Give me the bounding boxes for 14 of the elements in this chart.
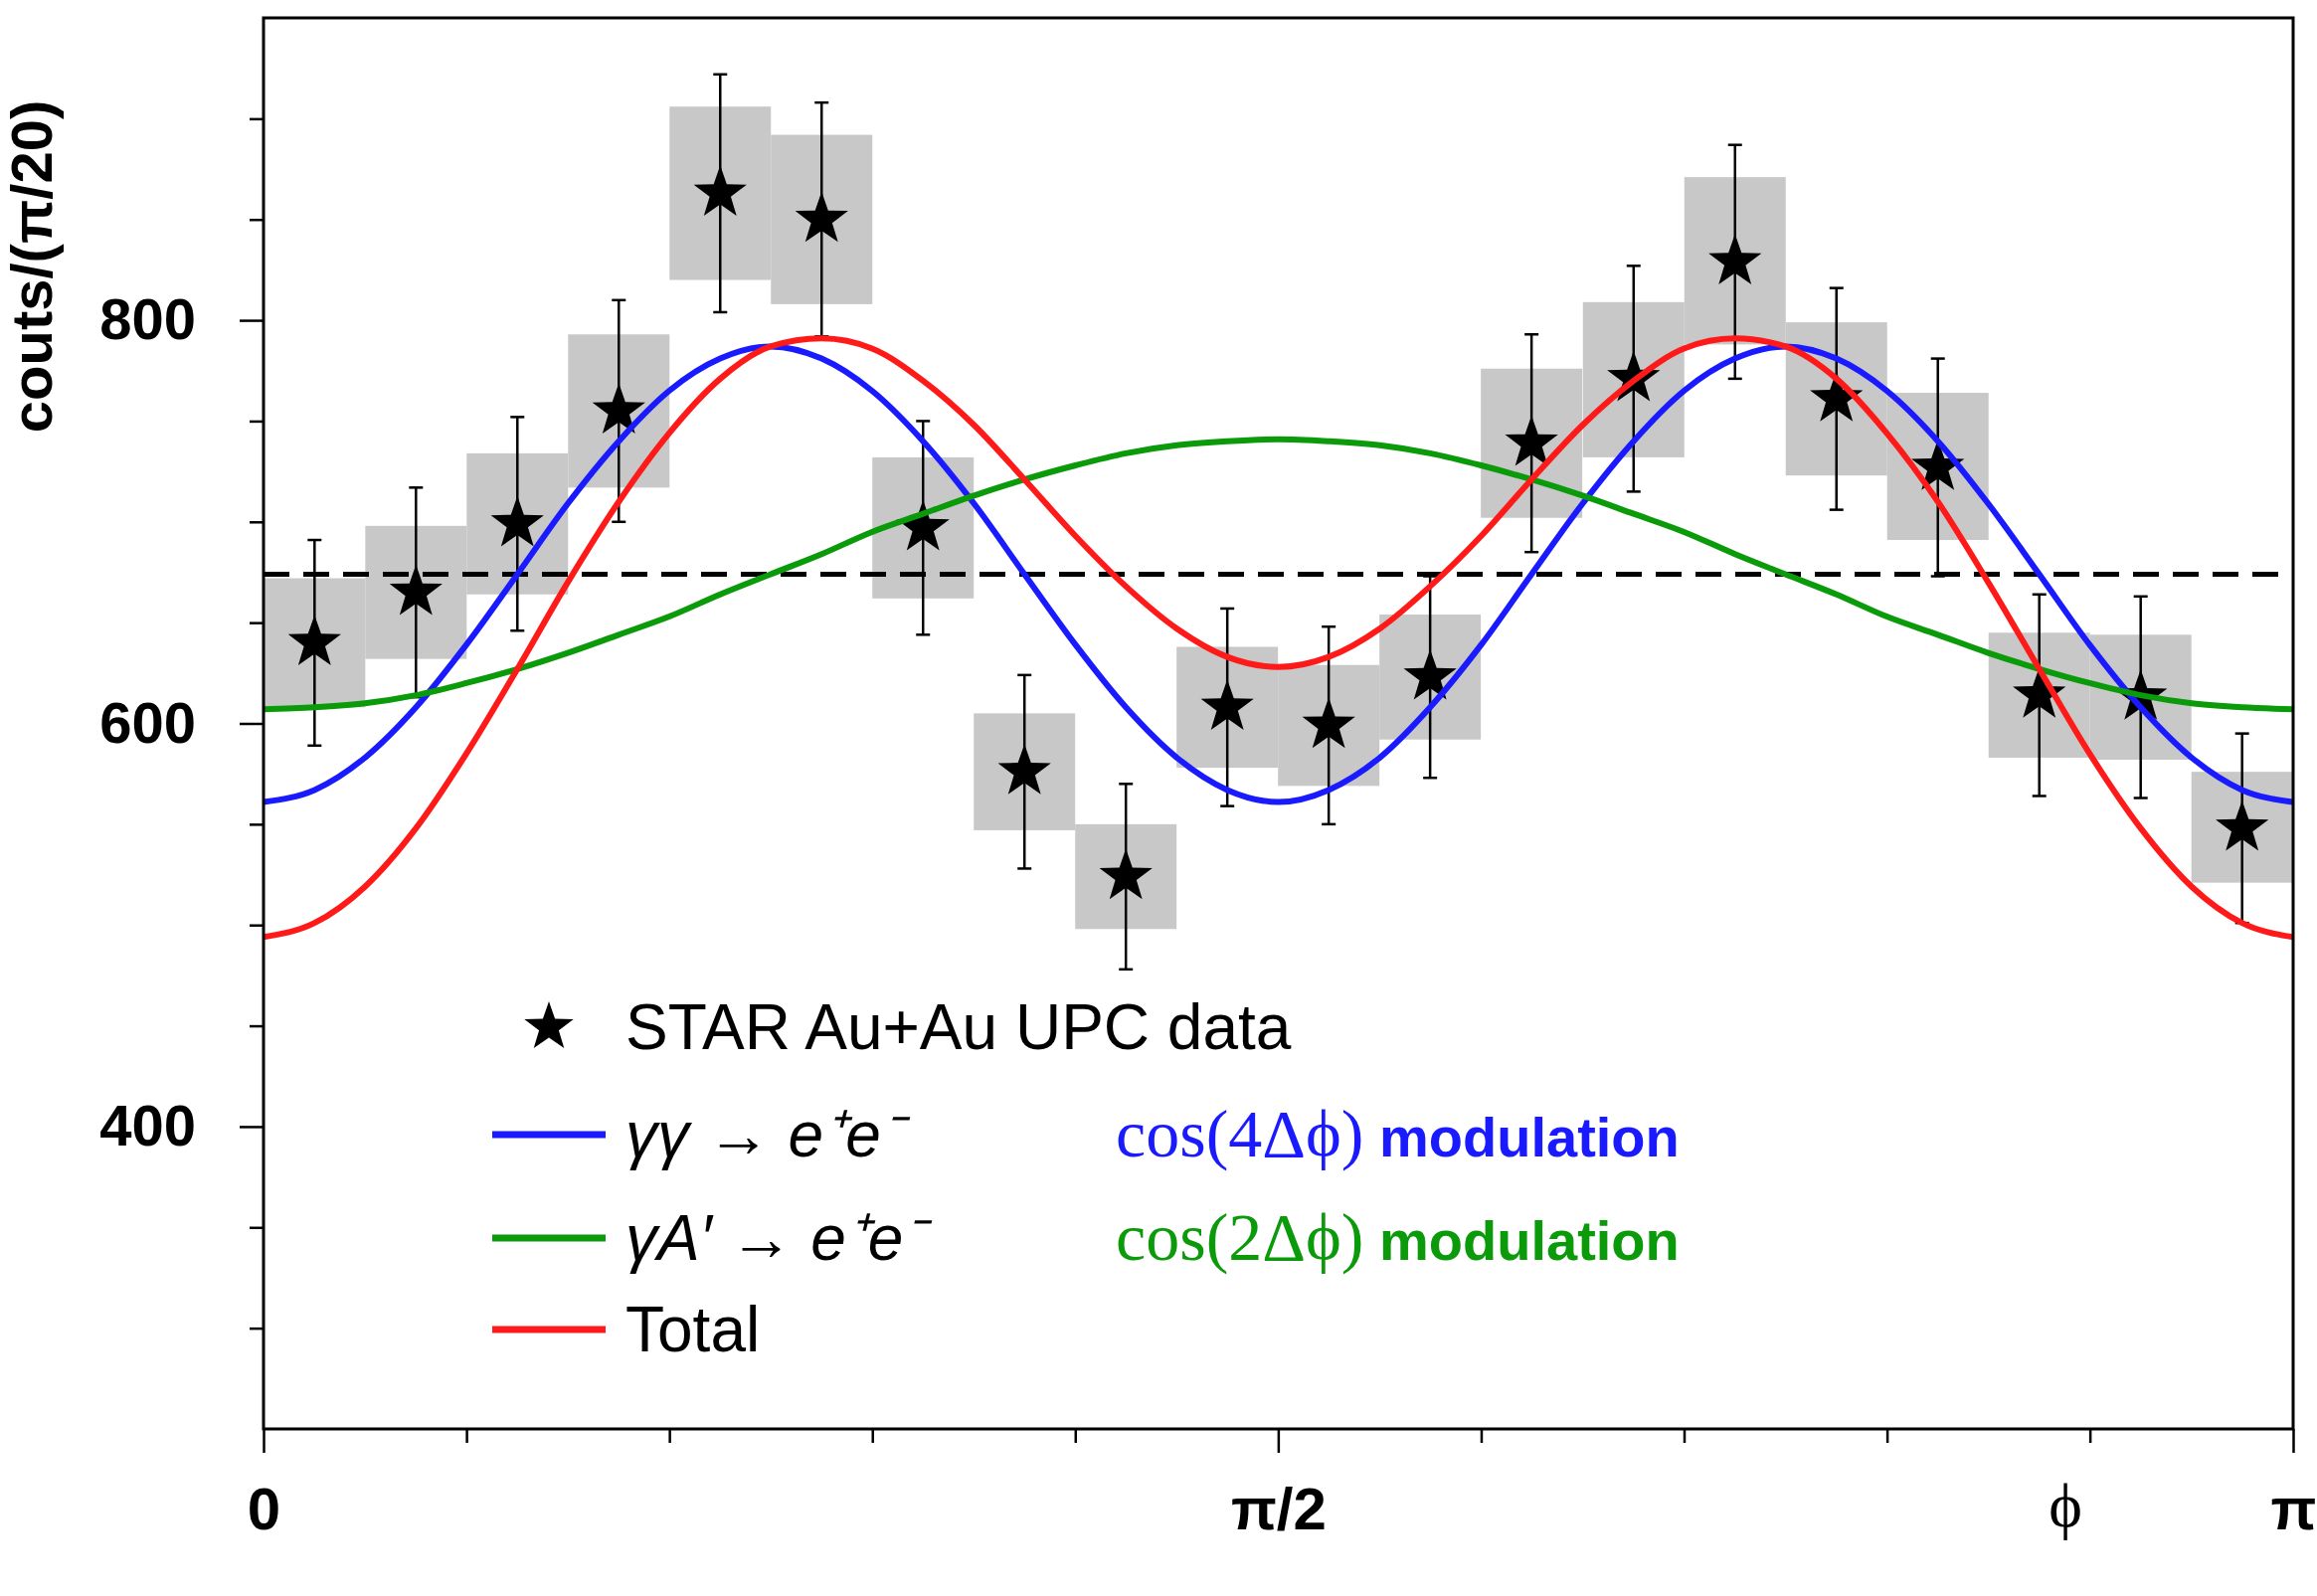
- annotation: cos(4Δϕ) modulation: [1116, 1096, 1680, 1171]
- legend-label: STAR Au+Au UPC data: [625, 991, 1292, 1063]
- x-tick-label: 0: [247, 1475, 281, 1542]
- y-axis-title: couts/(π/20): [0, 99, 64, 434]
- x-axis-title: ϕ: [2049, 1470, 2082, 1540]
- annotation: cos(2Δϕ) modulation: [1116, 1199, 1680, 1275]
- legend-label: γγ → e⁺e⁻: [625, 1099, 911, 1170]
- legend-label: γA′ → e⁺e⁻: [625, 1202, 934, 1274]
- y-tick-label: 800: [99, 286, 196, 352]
- y-tick-label: 600: [99, 689, 196, 755]
- x-tick-label: π: [2270, 1475, 2317, 1542]
- x-tick-label: π/2: [1230, 1475, 1327, 1542]
- y-tick-label: 400: [99, 1092, 196, 1157]
- legend-label: Total: [625, 1294, 761, 1365]
